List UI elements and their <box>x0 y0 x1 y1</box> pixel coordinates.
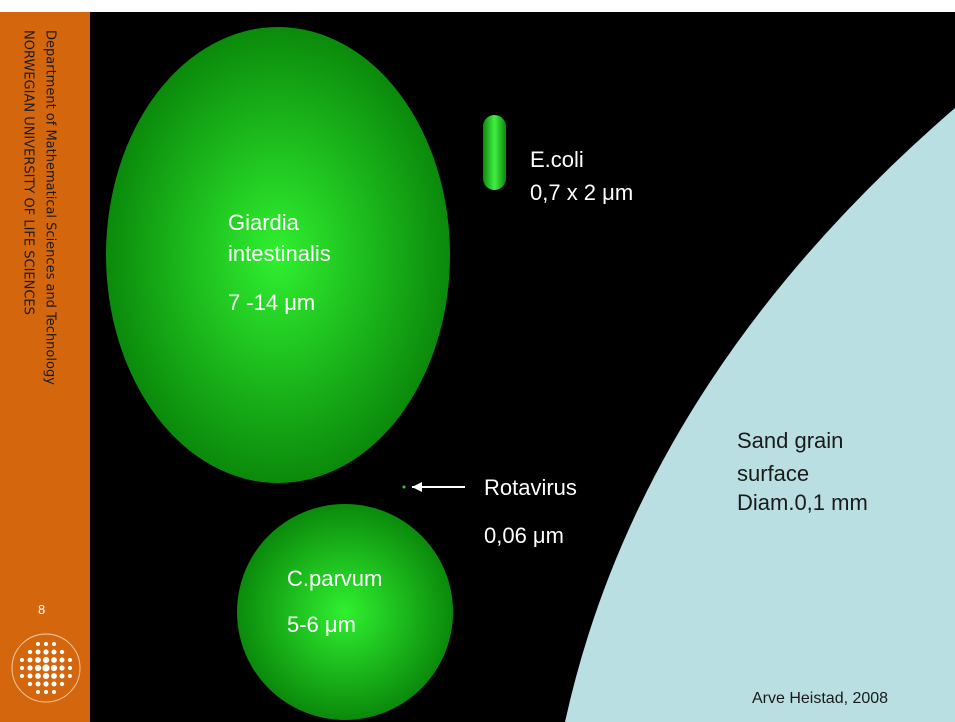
logo-dot <box>42 664 50 672</box>
logo-dot <box>67 673 73 679</box>
logo-dot <box>35 641 41 647</box>
logo-dot <box>59 649 65 655</box>
page-number: 8 <box>38 602 45 617</box>
cparvum-shape <box>237 504 453 720</box>
logo-dot <box>43 681 49 687</box>
logo-dot <box>19 657 25 663</box>
rotavirus-size: 0,06 μm <box>484 523 564 548</box>
ecoli-name: E.coli <box>530 147 584 172</box>
logo-dot <box>35 657 41 663</box>
sand-label: Sand grain <box>737 428 843 453</box>
logo-dot <box>51 673 57 679</box>
credit: Arve Heistad, 2008 <box>752 690 888 707</box>
logo-dot <box>59 673 65 679</box>
logo-dot <box>27 665 33 671</box>
giardia-name: intestinalis <box>228 241 331 266</box>
logo-dot <box>51 681 57 687</box>
ecoli-size: 0,7 x 2 μm <box>530 180 633 205</box>
logo-dot <box>51 657 57 663</box>
logo-dot <box>35 649 41 655</box>
logo <box>11 633 81 703</box>
giardia-name: Giardia <box>228 210 300 235</box>
university: NORWEGIAN UNIVERSITY OF LIFE SCIENCES <box>21 30 36 315</box>
cparvum-name: C.parvum <box>287 566 382 591</box>
giardia-shape <box>106 27 450 483</box>
logo-dot <box>35 681 41 687</box>
rotavirus-dot <box>402 485 406 489</box>
sand-label: surface <box>737 461 809 486</box>
logo-dot <box>42 672 50 680</box>
logo-dot <box>51 649 57 655</box>
sand-label: Diam.0,1 mm <box>737 490 868 515</box>
logo-dot <box>27 673 33 679</box>
logo-dot <box>43 641 49 647</box>
logo-dot <box>51 689 57 695</box>
logo-dot <box>35 689 41 695</box>
logo-ring <box>11 633 81 703</box>
ecoli-shape <box>483 115 506 190</box>
logo-dot <box>59 657 65 663</box>
logo-dot <box>42 656 50 664</box>
sand-grain <box>565 108 955 722</box>
logo-dot <box>59 665 65 671</box>
logo-dot <box>27 681 33 687</box>
giardia-size: 7 -14 μm <box>228 290 315 315</box>
logo-dot <box>19 673 25 679</box>
logo-dot <box>27 657 33 663</box>
logo-dot <box>50 664 58 672</box>
logo-dot <box>51 641 57 647</box>
logo-dot <box>27 649 33 655</box>
logo-dot <box>67 657 73 663</box>
arrow-head <box>412 482 422 492</box>
logo-dot <box>43 689 49 695</box>
cparvum-size: 5-6 μm <box>287 612 356 637</box>
logo-dot <box>67 665 73 671</box>
logo-dot <box>43 649 49 655</box>
logo-dot <box>59 681 65 687</box>
department: Department of Mathematical Sciences and … <box>43 30 58 385</box>
logo-dot <box>35 673 41 679</box>
sidebar <box>0 12 90 722</box>
logo-dot <box>19 665 25 671</box>
logo-dot <box>34 664 42 672</box>
rotavirus-name: Rotavirus <box>484 475 577 500</box>
